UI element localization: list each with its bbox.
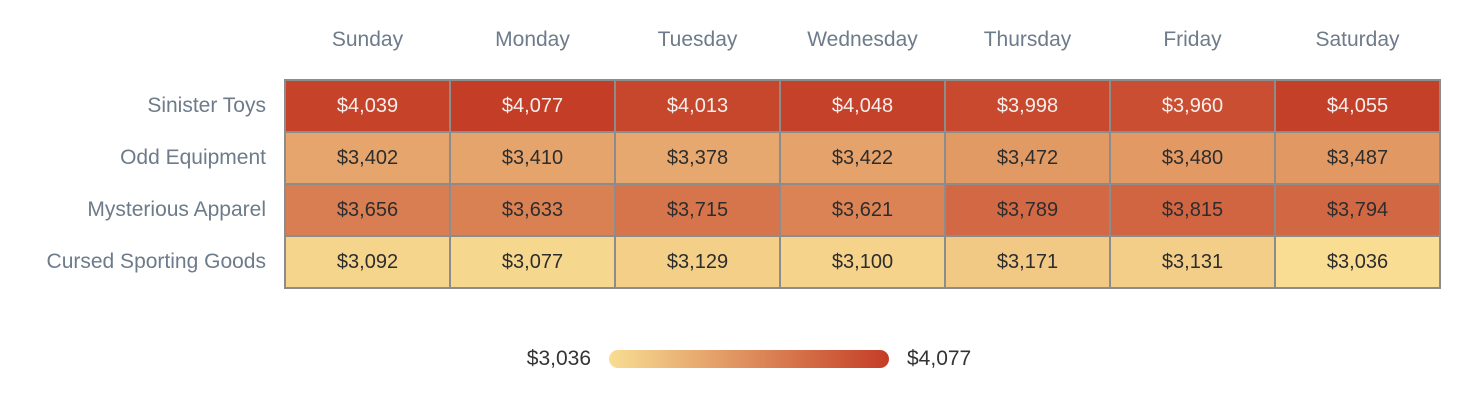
- heatmap-row: Sinister Toys $4,039 $4,077 $4,013 $4,048 $3,…: [0, 79, 1441, 133]
- heatmap-cell[interactable]: $3,656: [284, 183, 451, 237]
- heatmap-cell[interactable]: $3,129: [614, 235, 781, 289]
- heatmap-cell[interactable]: $3,410: [449, 131, 616, 185]
- legend-gradient-bar: [609, 350, 889, 368]
- legend: $3,036 $4,077: [0, 347, 1470, 371]
- heatmap-cell[interactable]: $3,171: [944, 235, 1111, 289]
- heatmap-cell[interactable]: $3,715: [614, 183, 781, 237]
- heatmap-cell[interactable]: $3,077: [449, 235, 616, 289]
- heatmap-cell[interactable]: $3,422: [779, 131, 946, 185]
- heatmap-cell[interactable]: $3,100: [779, 235, 946, 289]
- heatmap-cell[interactable]: $3,789: [944, 183, 1111, 237]
- heatmap-cell[interactable]: $3,092: [284, 235, 451, 289]
- row-label: Cursed Sporting Goods: [0, 236, 285, 288]
- column-header: Saturday: [1275, 0, 1440, 80]
- legend-min-label: $3,036: [526, 347, 591, 370]
- heatmap-row: Mysterious Apparel $3,656 $3,633 $3,715 $3,6…: [0, 183, 1441, 237]
- heatmap-cell[interactable]: $3,480: [1109, 131, 1276, 185]
- heatmap-row: Cursed Sporting Goods $3,092 $3,077 $3,129 $…: [0, 235, 1441, 289]
- heatmap-cell[interactable]: $4,055: [1274, 79, 1441, 133]
- heatmap-cell[interactable]: $3,131: [1109, 235, 1276, 289]
- column-header: Tuesday: [615, 0, 780, 80]
- heatmap-cell[interactable]: $3,633: [449, 183, 616, 237]
- row-label: Odd Equipment: [0, 132, 285, 184]
- heatmap-cell[interactable]: $4,039: [284, 79, 451, 133]
- heatmap-table: Sunday Monday Tuesday Wednesday Thursday Frid…: [0, 0, 1441, 289]
- column-header: Wednesday: [780, 0, 945, 80]
- heatmap-cell[interactable]: $3,036: [1274, 235, 1441, 289]
- legend-max-label: $4,077: [907, 347, 972, 370]
- heatmap-cell[interactable]: $4,013: [614, 79, 781, 133]
- heatmap-cell[interactable]: $3,472: [944, 131, 1111, 185]
- corner-spacer: [0, 0, 285, 80]
- heatmap-cell[interactable]: $3,815: [1109, 183, 1276, 237]
- heatmap-cell[interactable]: $3,794: [1274, 183, 1441, 237]
- column-header: Friday: [1110, 0, 1275, 80]
- heatmap-cell[interactable]: $3,621: [779, 183, 946, 237]
- heatmap-cell[interactable]: $3,960: [1109, 79, 1276, 133]
- column-header: Thursday: [945, 0, 1110, 80]
- column-header: Sunday: [285, 0, 450, 80]
- heatmap-header-row: Sunday Monday Tuesday Wednesday Thursday Frid…: [0, 0, 1440, 80]
- heatmap-cell[interactable]: $4,048: [779, 79, 946, 133]
- heatmap-row: Odd Equipment $3,402 $3,410 $3,378 $3,422 $3,…: [0, 131, 1441, 185]
- heatmap-cell[interactable]: $3,487: [1274, 131, 1441, 185]
- heatmap-cell[interactable]: $3,378: [614, 131, 781, 185]
- heatmap-cell[interactable]: $4,077: [449, 79, 616, 133]
- heatmap-body: Sinister Toys $4,039 $4,077 $4,013 $4,048 $3,…: [0, 79, 1441, 289]
- heatmap-cell[interactable]: $3,998: [944, 79, 1111, 133]
- heatmap-chart: Sunday Monday Tuesday Wednesday Thursday Frid…: [0, 0, 1470, 371]
- row-label: Sinister Toys: [0, 80, 285, 132]
- row-label: Mysterious Apparel: [0, 184, 285, 236]
- column-header: Monday: [450, 0, 615, 80]
- heatmap-cell[interactable]: $3,402: [284, 131, 451, 185]
